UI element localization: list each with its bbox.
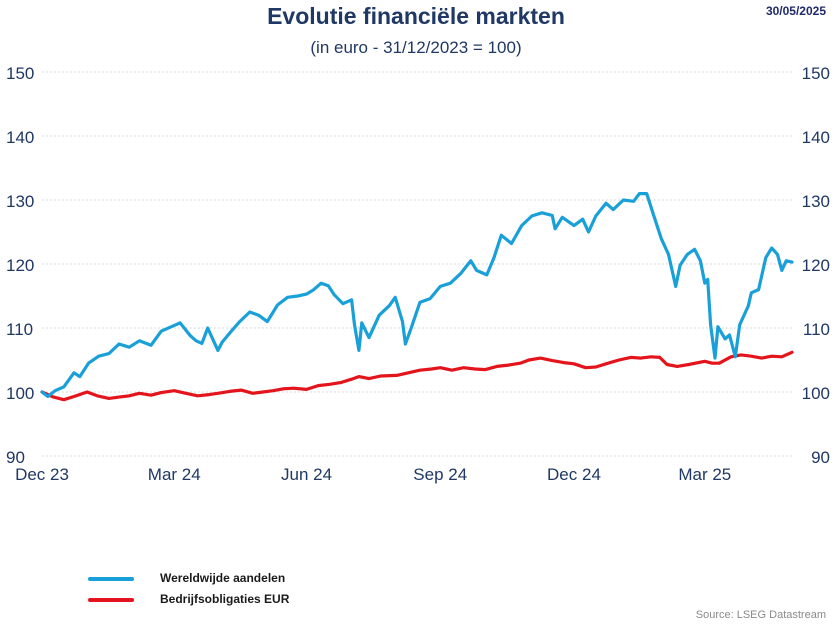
legend-item-wereldwijde-aandelen: Wereldwijde aandelen <box>88 571 285 585</box>
y-tick-label-left: 100 <box>6 384 34 403</box>
legend-label: Wereldwijde aandelen <box>160 571 286 585</box>
y-tick-label-left: 140 <box>6 128 34 147</box>
chart-subtitle: (in euro - 31/12/2023 = 100) <box>310 38 522 57</box>
legend-swatch-bedrijfsobligaties-eur <box>88 597 134 602</box>
y-tick-label-right: 110 <box>803 320 830 339</box>
series-lines <box>40 192 794 402</box>
y-tick-label-left: 110 <box>6 320 33 339</box>
legend-item-bedrijfsobligaties-eur: Bedrijfsobligaties EUR <box>88 592 289 606</box>
series-line-wereldwijde-aandelen <box>40 192 794 399</box>
y-axis-left: 90 100 110 120 130 140 150 <box>6 64 34 467</box>
x-tick-label: Sep 24 <box>413 465 467 484</box>
x-tick-label: Jun 24 <box>281 465 332 484</box>
y-tick-label-right: 90 <box>811 448 830 467</box>
y-tick-label-right: 150 <box>802 64 830 83</box>
y-tick-label-right: 120 <box>802 256 830 275</box>
x-axis: Dec 23 Mar 24 Jun 24 Sep 24 Dec 24 Mar 25 <box>15 465 731 484</box>
x-tick-label: Dec 23 <box>15 465 69 484</box>
chart-title: Evolutie financiële markten <box>267 3 565 29</box>
y-tick-label-left: 90 <box>6 448 25 467</box>
y-tick-label-right: 100 <box>802 384 830 403</box>
series-line-bedrijfsobligaties-eur <box>40 350 794 402</box>
y-tick-label-left: 130 <box>6 192 34 211</box>
y-tick-label-right: 140 <box>802 128 830 147</box>
legend-swatch-wereldwijde-aandelen <box>88 576 134 581</box>
y-axis-right: 90 100 110 120 130 140 150 <box>802 64 830 467</box>
x-tick-label: Mar 25 <box>678 465 731 484</box>
x-tick-label: Dec 24 <box>547 465 601 484</box>
source-note: Source: LSEG Datastream <box>695 609 826 621</box>
y-tick-label-right: 130 <box>802 192 830 211</box>
x-tick-label: Mar 24 <box>148 465 201 484</box>
report-date: 30/05/2025 <box>765 4 826 18</box>
legend-label: Bedrijfsobligaties EUR <box>160 592 290 606</box>
y-tick-label-left: 120 <box>6 256 34 275</box>
y-tick-label-left: 150 <box>6 64 34 83</box>
